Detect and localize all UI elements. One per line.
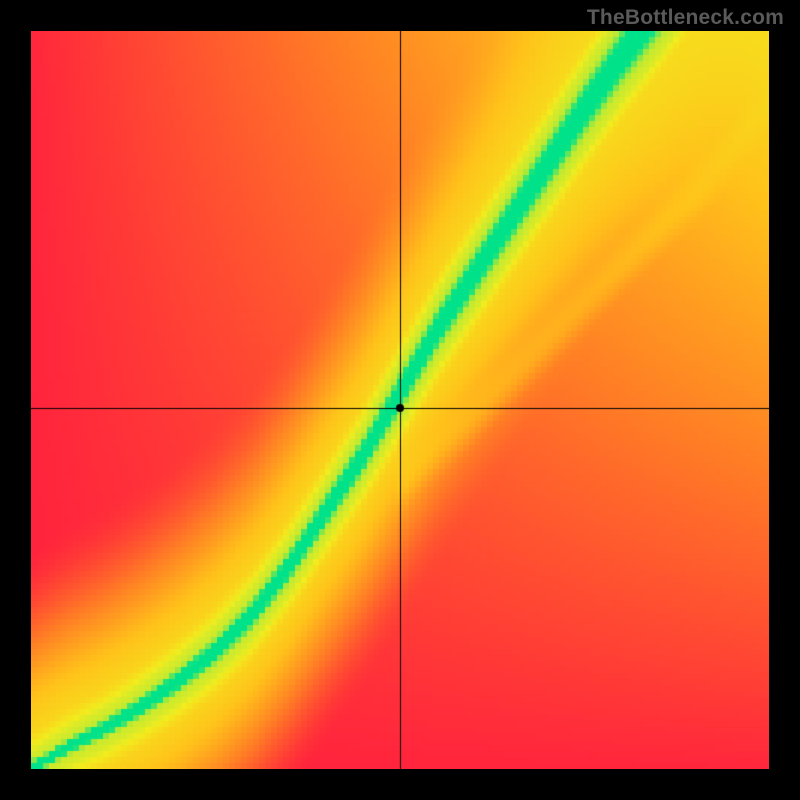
watermark-text: TheBottleneck.com — [587, 6, 784, 30]
chart-frame: TheBottleneck.com — [0, 0, 800, 800]
bottleneck-heatmap — [31, 31, 769, 769]
